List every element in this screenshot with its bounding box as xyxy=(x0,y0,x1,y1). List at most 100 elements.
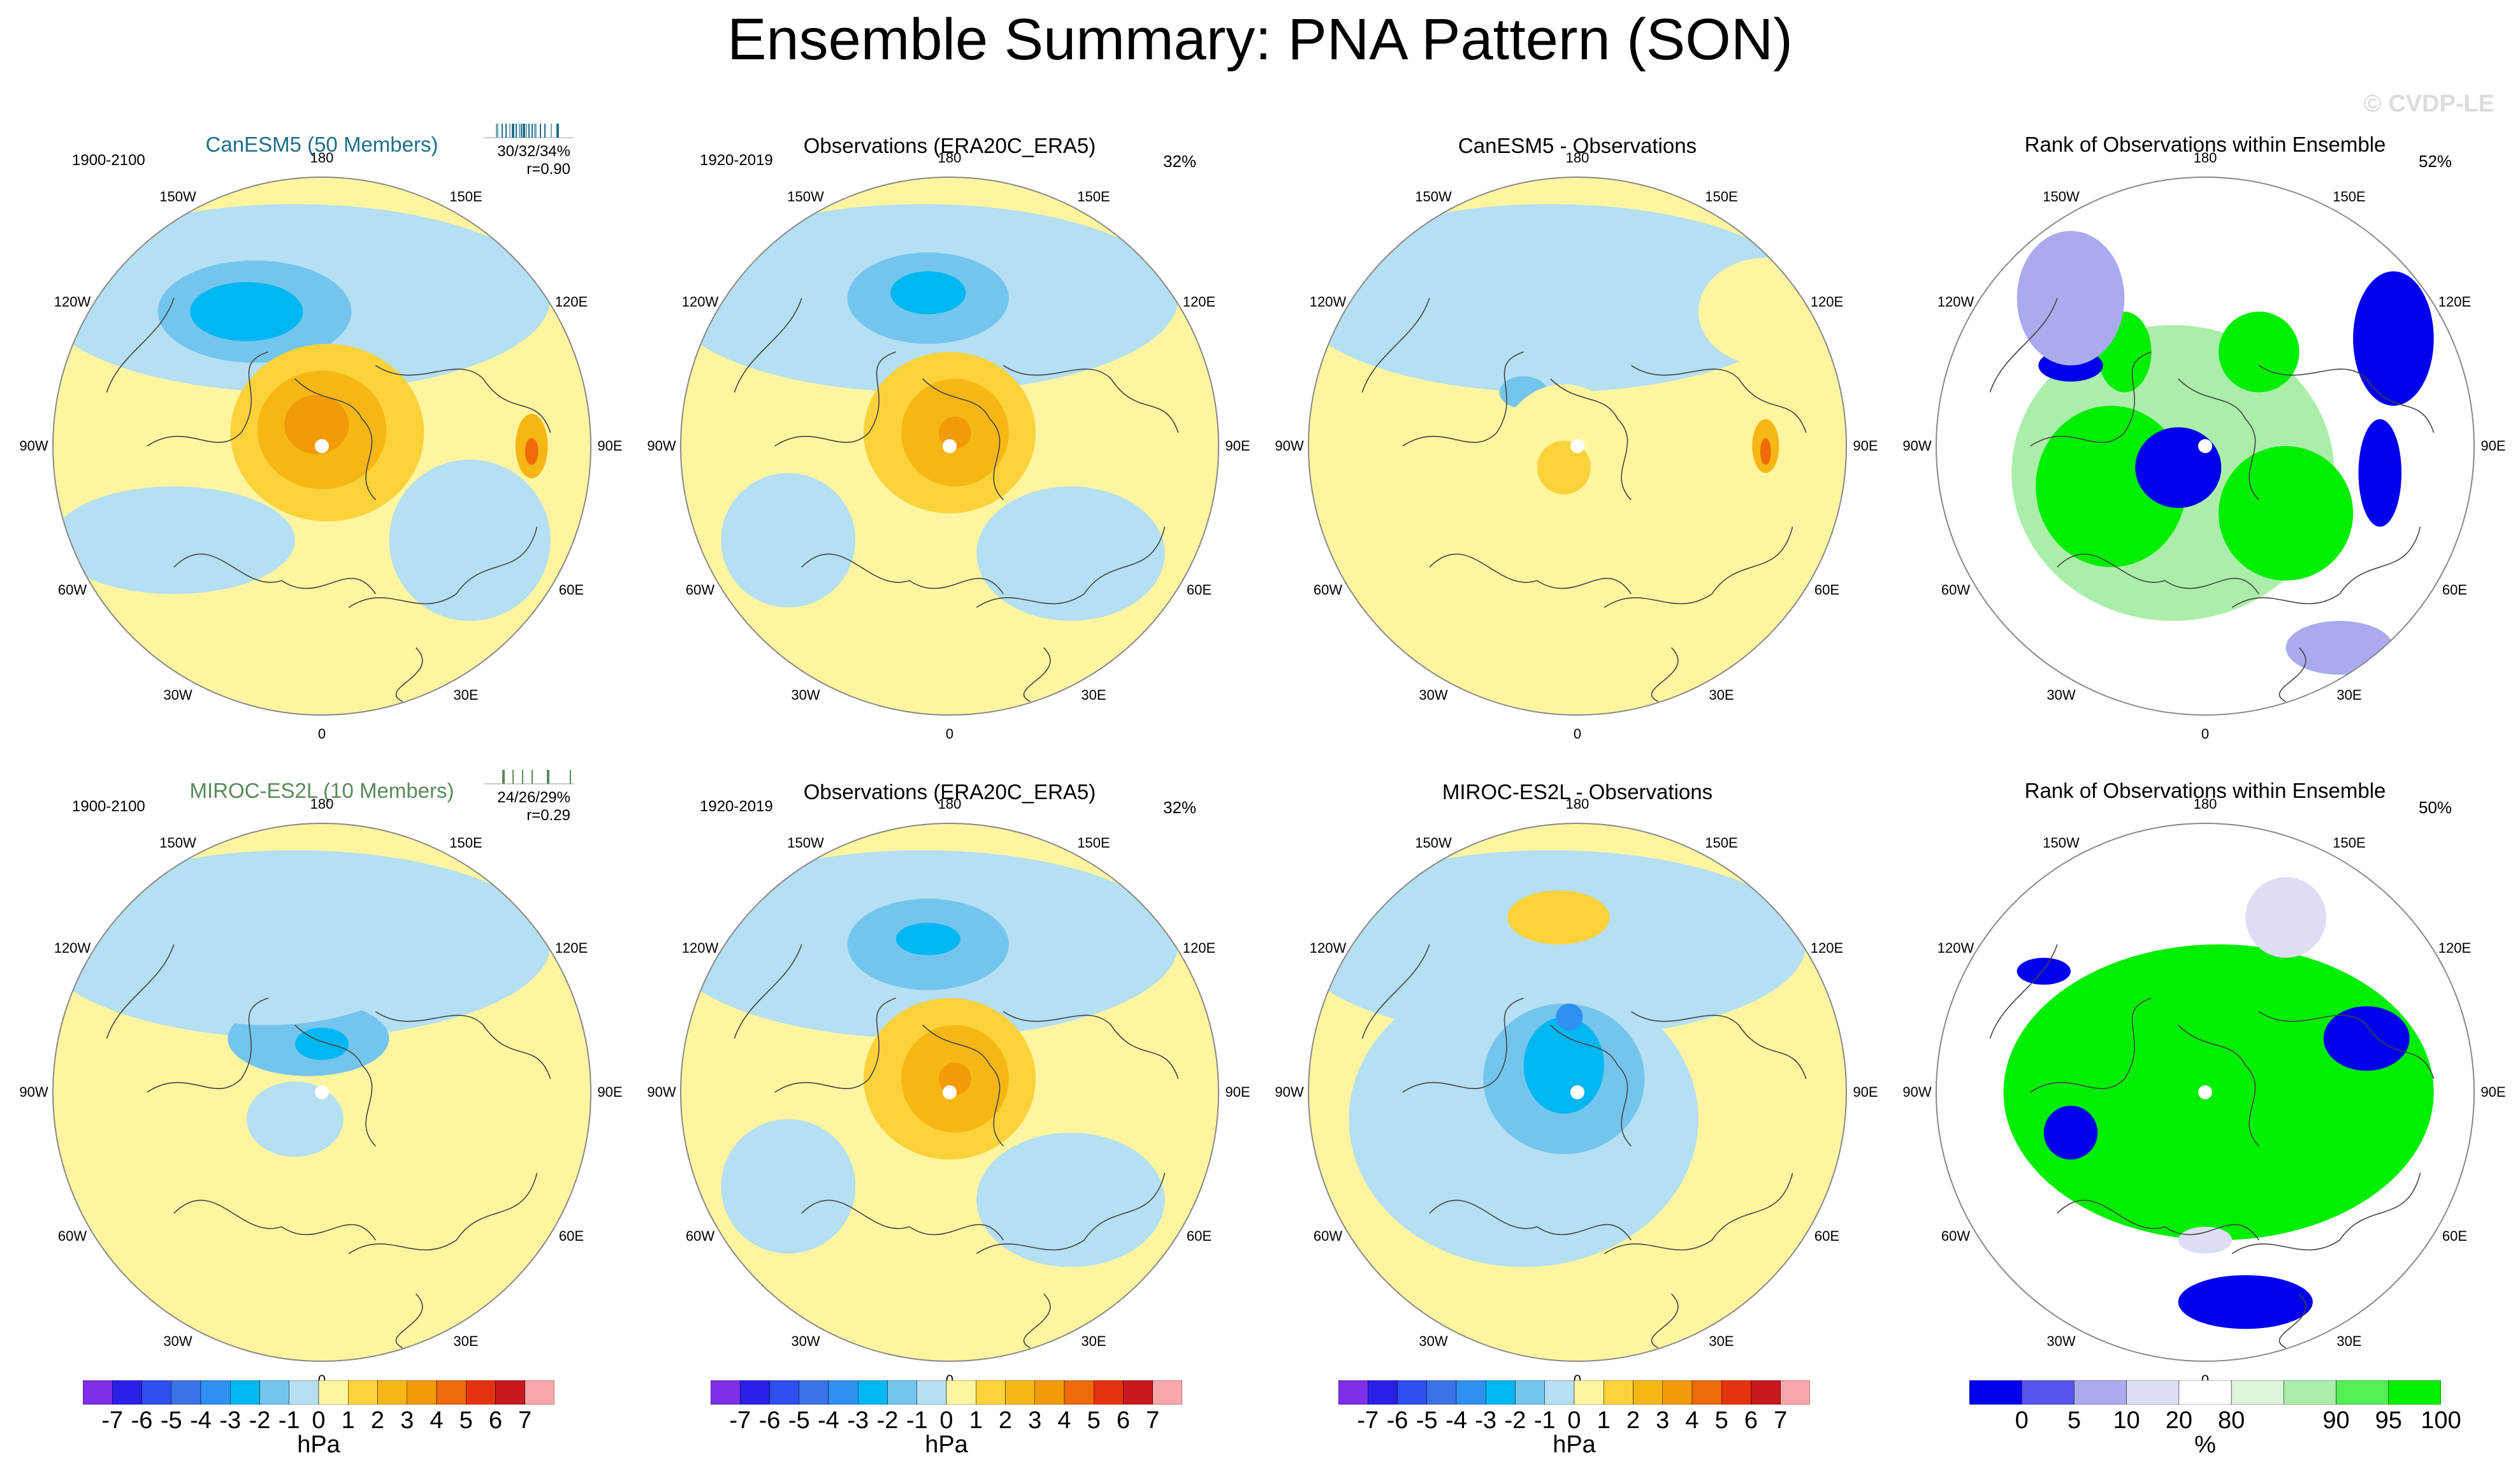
colorbar-tick-label: 90 xyxy=(2322,1407,2350,1434)
coastline xyxy=(774,351,896,447)
panel-title: Rank of Observations within Ensemble xyxy=(2024,133,2386,156)
panel-title: CanESM5 (50 Members) xyxy=(205,133,438,156)
colorbar-swatch xyxy=(318,1380,349,1405)
anomaly-contour xyxy=(2135,427,2222,509)
longitude-label: 150W xyxy=(2043,188,2080,205)
colorbar-swatch xyxy=(1338,1380,1368,1405)
longitude-label: 180 xyxy=(2193,796,2217,812)
longitude-label: 60E xyxy=(2442,1228,2468,1244)
copyright-watermark: © CVDP-LE xyxy=(2363,90,2495,117)
colorbar-swatch xyxy=(1123,1380,1153,1405)
longitude-label: 30W xyxy=(2046,1333,2076,1350)
coastline xyxy=(2030,997,2152,1093)
anomaly-contour xyxy=(976,1132,1165,1268)
period-label: 1920-2019 xyxy=(700,152,773,169)
colorbar-tick-label: 0 xyxy=(939,1407,953,1434)
anomaly-contour xyxy=(106,864,430,1025)
polar-map xyxy=(1308,823,1847,1362)
coastline xyxy=(1402,997,1524,1093)
longitude-label: 120W xyxy=(54,940,91,956)
colorbar-tick-label: 10 xyxy=(2113,1407,2140,1434)
longitude-label: 30W xyxy=(1419,1333,1448,1350)
colorbar-swatch xyxy=(1604,1380,1633,1405)
longitude-label: 90W xyxy=(1275,1084,1304,1100)
longitude-label: 150W xyxy=(787,834,824,851)
panel-title: CanESM5 - Observations xyxy=(1458,134,1697,157)
coastline xyxy=(348,526,538,608)
colorbar-swatch xyxy=(2231,1380,2284,1405)
longitude-label: 30E xyxy=(453,1333,479,1350)
longitude-label: 120W xyxy=(1309,294,1347,310)
colorbar-swatch xyxy=(711,1380,741,1405)
anomaly-contour xyxy=(1537,440,1591,495)
map-border xyxy=(1308,177,1847,716)
anomaly-contour xyxy=(525,438,539,465)
percent-label: 32% xyxy=(1163,798,1197,817)
colorbar-tick-label: -1 xyxy=(278,1407,300,1434)
colorbar-swatch xyxy=(2388,1380,2441,1405)
panel-title: Rank of Observations within Ensemble xyxy=(2024,779,2386,802)
panel-title: Observations (ERA20C_ERA5) xyxy=(803,780,1096,804)
longitude-label: 180 xyxy=(1565,796,1589,812)
longitude-label: 120E xyxy=(2438,940,2472,956)
colorbar-swatch xyxy=(2336,1380,2389,1405)
anomaly-contour xyxy=(2017,958,2071,985)
colorbar-tick-label: 1 xyxy=(1597,1407,1611,1434)
colorbar-swatch xyxy=(858,1380,888,1405)
polar-map xyxy=(1936,177,2475,716)
longitude-label: 90W xyxy=(1275,438,1304,454)
colorbar-tick-label: -4 xyxy=(818,1407,839,1434)
colorbar xyxy=(83,1380,554,1405)
period-label: 1900-2100 xyxy=(72,798,145,815)
colorbar-swatch xyxy=(2021,1380,2075,1405)
colorbar-swatch xyxy=(83,1380,113,1405)
coastline xyxy=(2057,1199,2260,1241)
longitude-label: 30W xyxy=(163,687,192,704)
colorbar-swatch xyxy=(887,1380,917,1405)
colorbar-tick-label: -3 xyxy=(1475,1407,1497,1434)
longitude-label: 30E xyxy=(1709,687,1734,704)
anomaly-contour xyxy=(976,486,1165,621)
colorbar-tick-label: 5 xyxy=(1714,1407,1728,1434)
anomaly-contour xyxy=(2219,312,2299,393)
colorbar-swatch xyxy=(1486,1380,1516,1405)
coastline xyxy=(1550,378,1632,500)
colorbar-tick-label: -3 xyxy=(219,1407,242,1434)
colorbar-tick-label: 4 xyxy=(1685,1407,1699,1434)
ensemble-histogram xyxy=(484,124,574,138)
coastline xyxy=(1604,526,1793,608)
colorbar-tick-label: 0 xyxy=(2015,1407,2029,1434)
longitude-label: 150E xyxy=(2333,188,2366,205)
panel-title: MIROC-ES2L (10 Members) xyxy=(189,779,454,802)
coastline xyxy=(2178,378,2259,500)
longitude-label: 90E xyxy=(1225,438,1250,454)
colorbar-swatch xyxy=(1034,1380,1065,1405)
page-title: Ensemble Summary: PNA Pattern (SON) xyxy=(727,7,1793,72)
colorbar-swatch xyxy=(769,1380,799,1405)
longitude-label: 30W xyxy=(791,1333,820,1350)
longitude-label: 120E xyxy=(1810,940,1844,956)
colorbar-swatch xyxy=(1094,1380,1124,1405)
colorbar-unit: hPa xyxy=(297,1431,340,1458)
longitude-label: 60W xyxy=(685,1228,715,1244)
longitude-label: 90E xyxy=(597,1084,623,1100)
longitude-label: 90E xyxy=(1853,1084,1878,1100)
longitude-label: 60W xyxy=(1313,582,1343,598)
coastline xyxy=(1630,365,1807,433)
longitude-label: 120E xyxy=(554,940,588,956)
longitude-label: 0 xyxy=(1573,726,1582,742)
stat-correlation: r=0.29 xyxy=(526,807,570,824)
anomaly-contour xyxy=(2017,231,2125,366)
polar-map xyxy=(1936,823,2475,1362)
anomaly-band xyxy=(1308,204,1806,393)
colorbar-swatch xyxy=(407,1380,437,1405)
longitude-label: 90W xyxy=(647,1084,676,1100)
longitude-label: 60E xyxy=(558,582,584,598)
longitude-label: 180 xyxy=(310,796,334,812)
longitude-label: 0 xyxy=(2201,726,2210,742)
coastline xyxy=(348,1173,538,1254)
coastline xyxy=(106,944,175,1039)
longitude-label: 60W xyxy=(685,582,715,598)
colorbar-swatch xyxy=(1456,1380,1486,1405)
colorbar-tick-label: 95 xyxy=(2375,1407,2402,1434)
